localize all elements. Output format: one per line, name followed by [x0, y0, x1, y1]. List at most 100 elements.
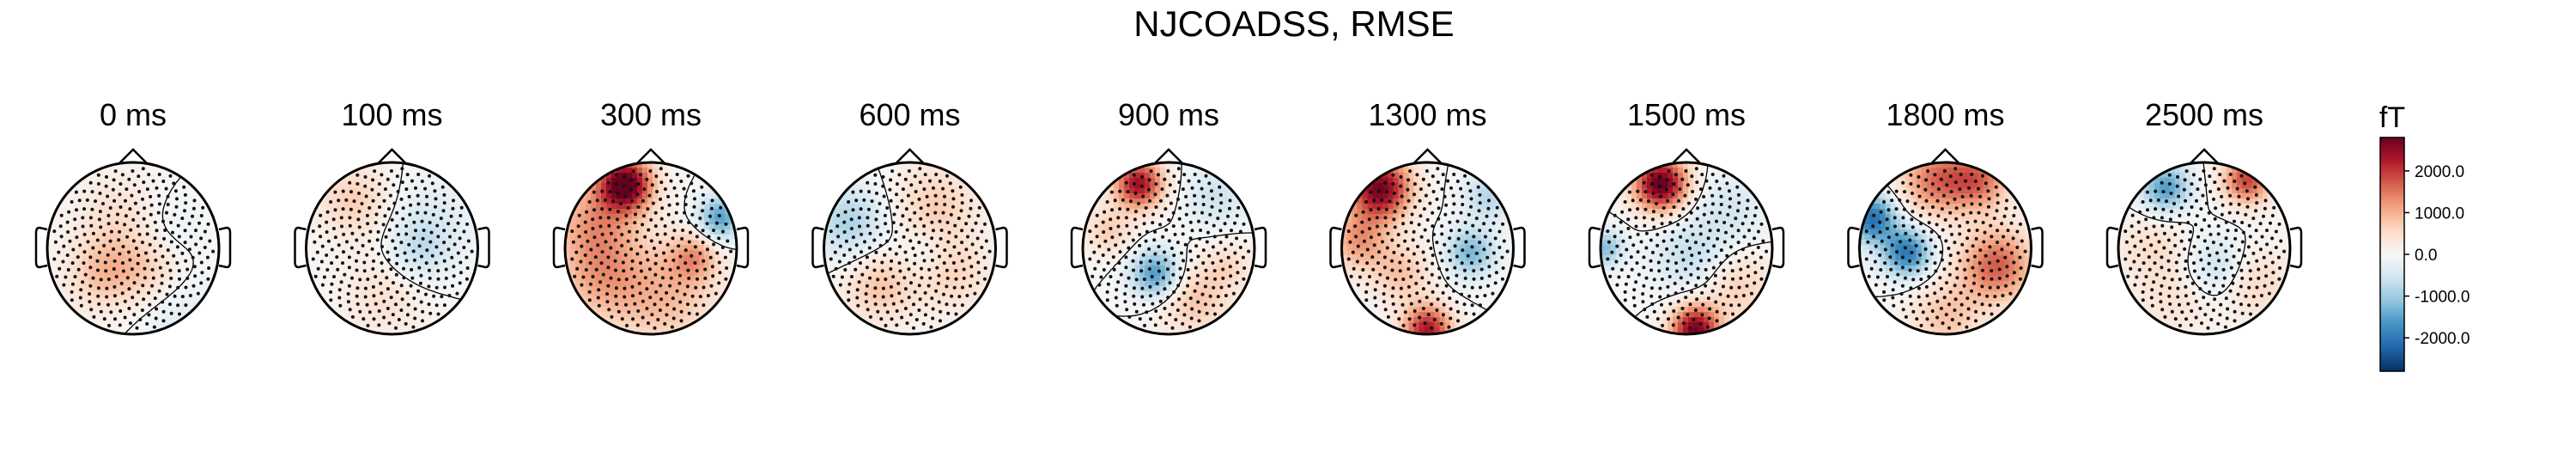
field-cell — [709, 229, 715, 235]
field-cell — [678, 286, 684, 292]
field-cell — [140, 173, 146, 179]
field-cell — [404, 178, 410, 184]
sensor-dot — [405, 173, 410, 177]
field-cell — [419, 307, 426, 313]
sensor-dot — [614, 286, 618, 290]
field-cell — [704, 198, 710, 205]
sensor-dot — [665, 173, 669, 177]
field-cell — [906, 302, 913, 308]
field-cell — [125, 291, 131, 297]
field-cell — [166, 296, 172, 302]
field-cell — [865, 260, 872, 266]
field-cell — [689, 266, 695, 272]
sensor-dot — [340, 224, 343, 229]
field-cell — [378, 302, 385, 308]
field-cell — [704, 296, 710, 302]
field-cell — [937, 271, 944, 277]
field-cell — [166, 183, 172, 189]
sensor-dot — [88, 180, 93, 185]
field-cell — [596, 193, 602, 199]
field-cell — [865, 209, 872, 215]
field-cell — [606, 178, 612, 184]
field-cell — [642, 183, 648, 189]
sensor-dot — [357, 192, 361, 195]
field-cell — [606, 260, 612, 266]
field-cell — [434, 250, 441, 256]
sensor-dot — [118, 229, 122, 234]
sensor-dot — [75, 208, 78, 212]
sensor-dot — [436, 269, 440, 273]
sensor-dot — [867, 190, 871, 194]
field-cell — [637, 302, 643, 308]
sensor-dot — [404, 232, 409, 236]
field-cell — [709, 302, 715, 308]
field-cell — [450, 250, 457, 256]
field-cell — [166, 219, 172, 225]
sensor-dot — [867, 246, 872, 250]
field-cell — [434, 188, 441, 194]
sensor-dot — [172, 181, 176, 186]
field-cell — [119, 307, 125, 313]
sensor-dot — [880, 269, 884, 273]
field-cell — [890, 229, 897, 235]
sensor-dot — [932, 229, 935, 233]
field-cell — [171, 266, 177, 272]
field-cell — [901, 291, 908, 297]
topomap-time-label: 300 ms — [600, 97, 702, 132]
field-cell — [166, 322, 172, 328]
sensor-dot — [450, 255, 454, 259]
field-cell — [150, 286, 156, 292]
field-cell — [911, 286, 918, 292]
sensor-dot — [322, 275, 326, 279]
field-cell — [653, 178, 659, 184]
sensor-dot — [633, 221, 637, 225]
field-cell — [885, 209, 892, 215]
field-cell — [47, 281, 53, 287]
field-cell — [119, 312, 125, 318]
field-cell — [155, 178, 161, 184]
field-cell — [591, 291, 597, 297]
sensor-dot — [97, 250, 101, 254]
field-cell — [362, 307, 369, 313]
field-cell — [678, 188, 684, 194]
field-cell — [916, 168, 923, 174]
field-cell — [937, 209, 944, 215]
sensor-dot — [903, 250, 908, 254]
sensor-dot — [702, 201, 706, 205]
field-cell — [714, 271, 720, 277]
sensor-dot — [714, 291, 718, 296]
field-cell — [409, 245, 416, 251]
field-cell — [419, 322, 426, 328]
field-cell — [901, 240, 908, 246]
field-cell — [678, 260, 684, 266]
field-cell — [627, 281, 633, 287]
field-cell — [668, 296, 674, 302]
sensor-dot — [683, 203, 688, 206]
field-cell — [130, 302, 136, 308]
sensor-dot — [390, 217, 394, 222]
field-cell — [419, 266, 426, 272]
sensor-dot — [451, 284, 454, 288]
field-cell — [47, 245, 53, 251]
sensor-dot — [386, 258, 391, 262]
field-cell — [849, 198, 856, 205]
field-cell — [104, 219, 110, 225]
sensor-dot — [939, 229, 944, 232]
field-cell — [68, 204, 74, 210]
sensor-dot — [380, 261, 384, 266]
field-cell — [658, 266, 664, 272]
field-cell — [839, 286, 846, 292]
sensor-dot — [173, 189, 178, 193]
sensor-dot — [646, 207, 650, 211]
field-cell — [429, 188, 436, 194]
field-cell — [171, 173, 177, 179]
field-cell — [429, 266, 436, 272]
field-cell — [161, 224, 167, 230]
field-cell — [725, 198, 731, 205]
field-cell — [393, 235, 400, 241]
field-cell — [885, 214, 892, 220]
sensor-dot — [899, 223, 903, 227]
sensor-dot — [875, 192, 878, 195]
field-cell — [311, 235, 318, 241]
field-cell — [586, 286, 592, 292]
